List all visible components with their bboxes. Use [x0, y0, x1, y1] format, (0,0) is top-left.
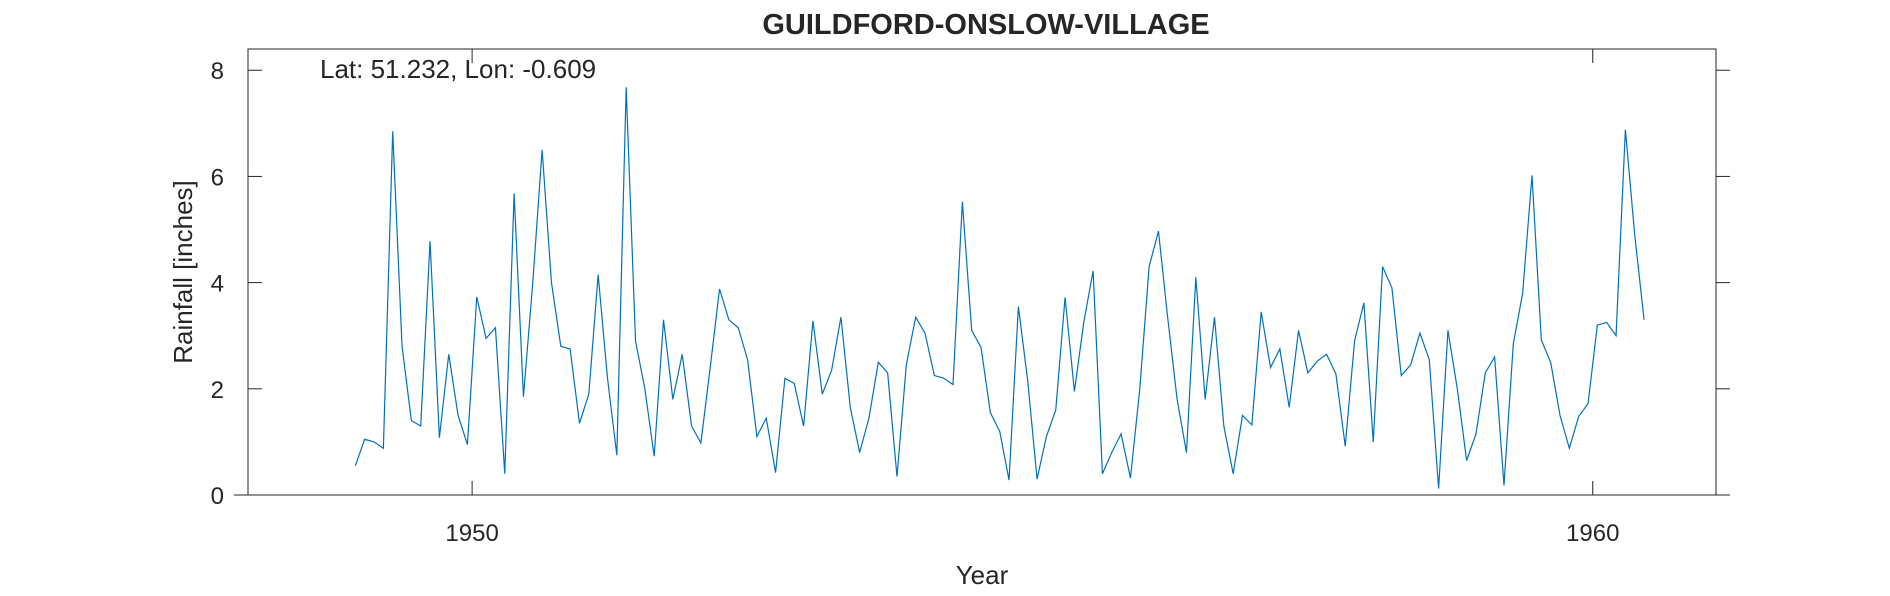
location-annotation: Lat: 51.232, Lon: -0.609 [320, 54, 596, 84]
x-tick-label: 1960 [1566, 520, 1619, 547]
y-tick-label: 4 [211, 271, 224, 298]
x-axis-label: Year [956, 560, 1009, 590]
y-tick-label: 2 [211, 377, 224, 404]
y-tick-label: 0 [211, 483, 224, 510]
y-tick-labels: 0 2 4 6 8 [211, 58, 224, 510]
axis-ticks [234, 49, 1730, 496]
y-axis-label: Rainfall [inches] [168, 180, 198, 364]
rainfall-series-line [354, 87, 1645, 489]
x-tick-label: 1950 [445, 520, 498, 547]
y-tick-label: 6 [211, 164, 224, 191]
y-tick-label: 8 [211, 58, 224, 85]
plot-area-frame [247, 48, 1717, 496]
x-tick-labels: 1950 1960 [445, 520, 1619, 547]
chart-title: GUILDFORD-ONSLOW-VILLAGE [762, 9, 1209, 41]
